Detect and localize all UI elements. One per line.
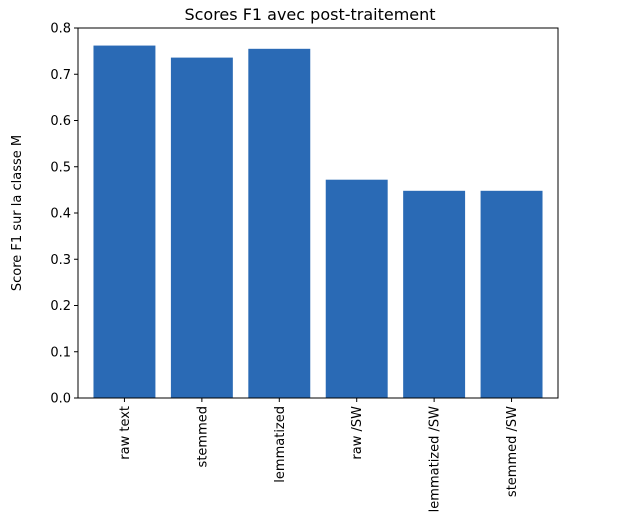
y-tick-label-8: 0.8 <box>50 22 71 37</box>
bars-group <box>93 45 543 399</box>
bar-4 <box>403 190 466 398</box>
y-tick-label-2: 0.2 <box>50 299 71 314</box>
x-tick-label-5: stemmed /SW <box>505 406 520 497</box>
plot-frame <box>77 27 559 399</box>
y-axis: 0.0 0.1 0.2 0.3 0.4 0.5 0.6 0.7 0.8 <box>50 22 78 407</box>
bar-0 <box>93 45 156 398</box>
chart-title: Scores F1 avec post-traitement <box>184 5 435 24</box>
x-tick-label-3: raw /SW <box>350 406 365 460</box>
bar-3 <box>325 179 388 398</box>
y-tick-label-6: 0.6 <box>50 114 71 129</box>
bar-5 <box>480 190 543 398</box>
bar-1 <box>170 57 233 398</box>
x-axis: raw text stemmed lemmatized raw /SW lemmatiz… <box>118 398 520 512</box>
x-tick-label-4: lemmatized /SW <box>428 406 443 512</box>
y-axis-label: Score F1 sur la classe M <box>10 135 25 291</box>
y-tick-label-3: 0.3 <box>50 253 71 268</box>
y-tick-label-1: 0.1 <box>50 345 71 360</box>
x-tick-label-2: lemmatized <box>273 406 288 483</box>
y-tick-label-0: 0.0 <box>50 392 71 407</box>
x-tick-label-1: stemmed <box>195 406 210 467</box>
y-tick-label-4: 0.4 <box>50 207 71 222</box>
x-tick-label-0: raw text <box>118 406 133 460</box>
y-tick-label-7: 0.7 <box>50 68 71 83</box>
y-tick-label-5: 0.5 <box>50 160 71 175</box>
bar-2 <box>248 48 311 399</box>
